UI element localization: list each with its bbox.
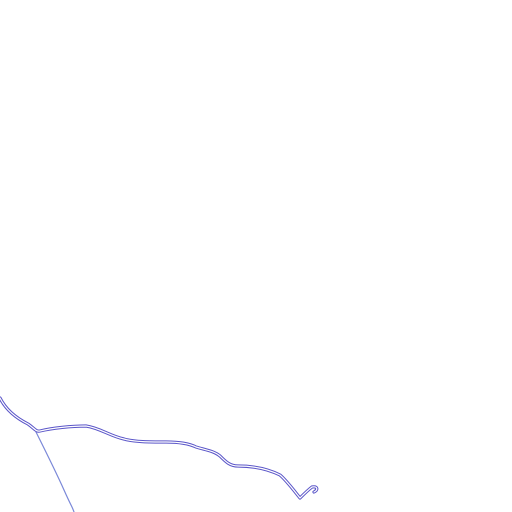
branch-road-line (35, 431, 75, 512)
main-road-fill (0, 397, 318, 499)
